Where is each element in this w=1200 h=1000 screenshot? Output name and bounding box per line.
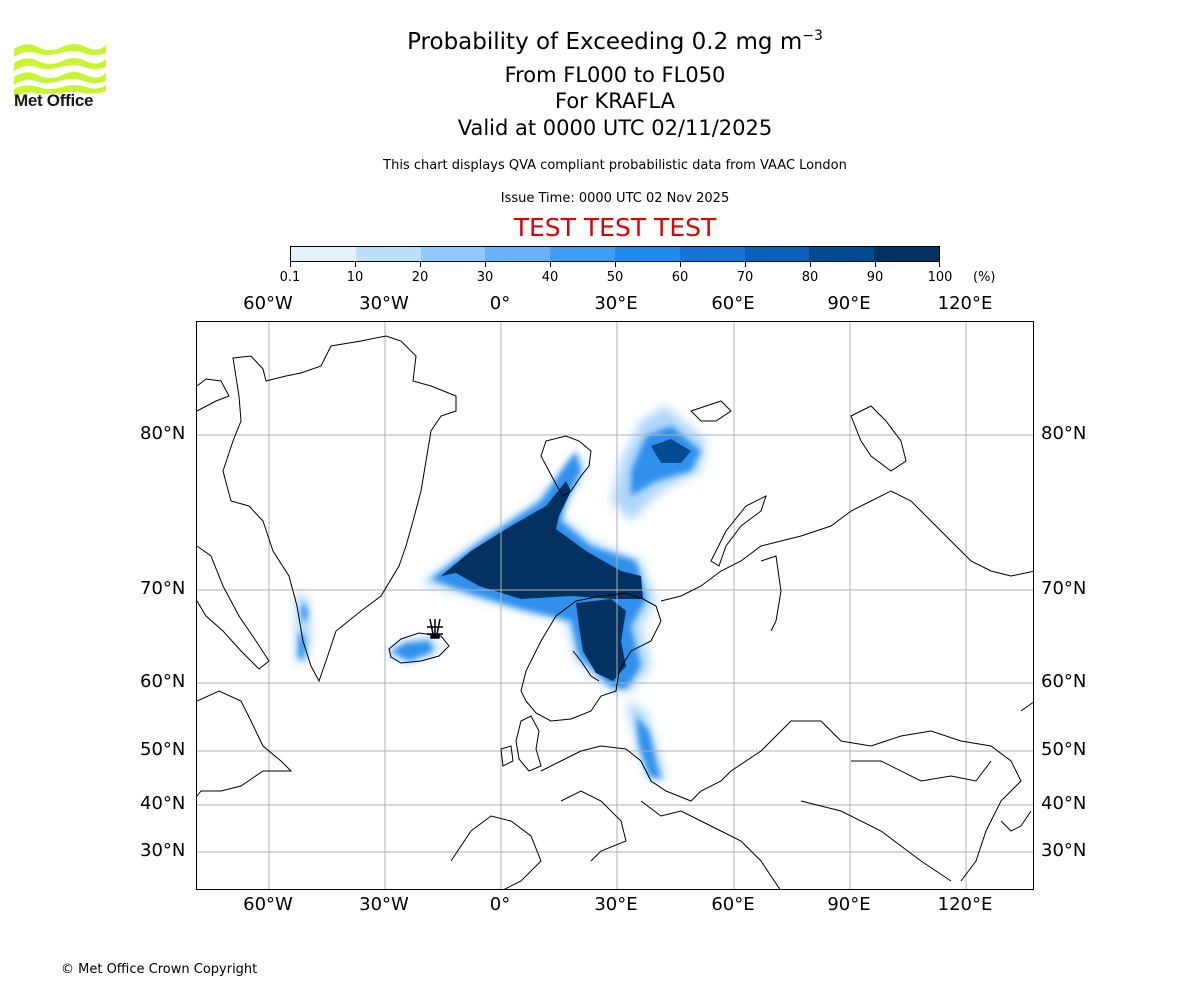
lon-label-top: 120°E — [937, 293, 993, 314]
colorbar-tick — [550, 262, 551, 267]
colorbar-label: 80 — [801, 270, 819, 285]
colorbar-bin-8 — [809, 247, 875, 261]
lat-label-right: 40°N — [1041, 793, 1087, 814]
lat-label-right: 30°N — [1041, 840, 1087, 861]
colorbar-label: 20 — [411, 270, 429, 285]
ash-plume-layer — [296, 406, 706, 781]
lon-label-top: 30°E — [594, 293, 638, 314]
test-banner: TEST TEST TEST — [513, 213, 717, 242]
colorbar-label: 60 — [671, 270, 689, 285]
coastlines — [197, 335, 1033, 889]
colorbar-tick — [420, 262, 421, 267]
colorbar-tick — [615, 262, 616, 267]
colorbar-bin-7 — [744, 247, 810, 261]
issue-time: Issue Time: 0000 UTC 02 Nov 2025 — [500, 191, 730, 206]
map-panel — [196, 321, 1034, 890]
colorbar-bin-5 — [614, 247, 680, 261]
lon-label-top: 0° — [489, 293, 511, 314]
colorbar-bin-1 — [355, 247, 421, 261]
lat-label-left: 60°N — [140, 671, 186, 692]
colorbar-label: 0.1 — [279, 270, 301, 285]
colorbar-label: 50 — [606, 270, 624, 285]
colorbar-label: 40 — [541, 270, 559, 285]
colorbar-bin-9 — [874, 247, 939, 261]
colorbar-tick — [680, 262, 681, 267]
colorbar-tick — [810, 262, 811, 267]
colorbar-tick — [290, 262, 291, 267]
lon-label-top: 30°W — [359, 293, 409, 314]
chart-title: Probability of Exceeding 0.2 mg m−3 — [407, 28, 823, 55]
chart-description: This chart displays QVA compliant probab… — [383, 158, 847, 173]
lon-label-bottom: 120°E — [937, 894, 993, 915]
lat-label-right: 50°N — [1041, 739, 1087, 760]
lat-label-right: 80°N — [1041, 423, 1087, 444]
lat-label-left: 50°N — [140, 739, 186, 760]
colorbar-tick — [355, 262, 356, 267]
lat-label-right: 60°N — [1041, 671, 1087, 692]
lat-label-left: 70°N — [140, 578, 186, 599]
map-canvas — [197, 322, 1033, 889]
colorbar-bin-3 — [485, 247, 551, 261]
lon-label-top: 60°E — [711, 293, 755, 314]
lon-label-top: 90°E — [827, 293, 871, 314]
colorbar-label: 90 — [866, 270, 884, 285]
colorbar-bin-0 — [291, 247, 356, 261]
colorbar-tick — [485, 262, 486, 267]
copyright: © Met Office Crown Copyright — [61, 962, 258, 977]
colorbar-bin-2 — [420, 247, 486, 261]
colorbar-unit: (%) — [973, 270, 996, 285]
colorbar-tick — [939, 262, 940, 267]
colorbar-label: 10 — [346, 270, 364, 285]
lon-label-bottom: 0° — [489, 894, 511, 915]
colorbar-bin-4 — [550, 247, 615, 261]
lat-label-right: 70°N — [1041, 578, 1087, 599]
colorbar — [290, 246, 940, 262]
volcano-name: For KRAFLA — [555, 89, 675, 113]
flight-level-range: From FL000 to FL050 — [504, 63, 726, 87]
colorbar-bin-6 — [679, 247, 745, 261]
lat-label-left: 40°N — [140, 793, 186, 814]
lat-label-left: 30°N — [140, 840, 186, 861]
colorbar-label: 70 — [736, 270, 754, 285]
graticule — [197, 322, 1033, 889]
lon-label-bottom: 60°E — [711, 894, 755, 915]
valid-time: Valid at 0000 UTC 02/11/2025 — [457, 116, 773, 140]
lon-label-bottom: 90°E — [827, 894, 871, 915]
lon-label-bottom: 30°E — [594, 894, 638, 915]
colorbar-tick — [745, 262, 746, 267]
colorbar-label: 100 — [927, 270, 953, 285]
volcano-icon — [427, 618, 443, 639]
logo-text: Met Office — [14, 91, 94, 110]
colorbar-label: 30 — [476, 270, 494, 285]
lon-label-bottom: 60°W — [243, 894, 293, 915]
lat-label-left: 80°N — [140, 423, 186, 444]
lon-label-top: 60°W — [243, 293, 293, 314]
lon-label-bottom: 30°W — [359, 894, 409, 915]
colorbar-tick — [875, 262, 876, 267]
met-office-logo-icon — [14, 44, 106, 97]
